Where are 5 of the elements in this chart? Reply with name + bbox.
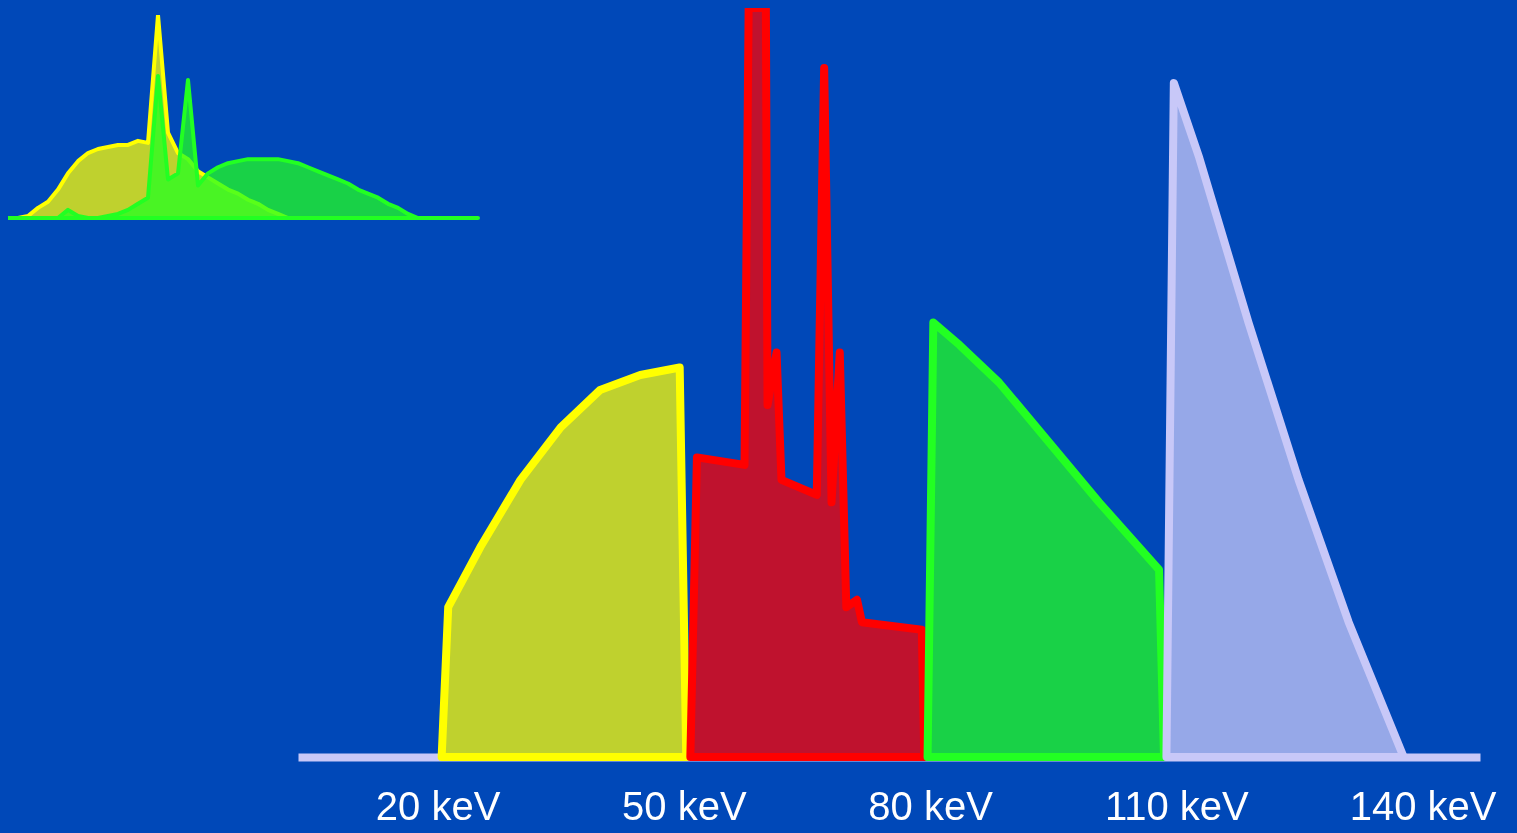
x-tick-label: 80 keV: [868, 783, 994, 828]
x-tick-label: 110 keV: [1104, 783, 1250, 828]
x-tick-label: 20 keV: [375, 783, 501, 828]
x-tick-label: 50 keV: [622, 783, 747, 828]
x-tick-label: 140 keV: [1349, 783, 1497, 828]
